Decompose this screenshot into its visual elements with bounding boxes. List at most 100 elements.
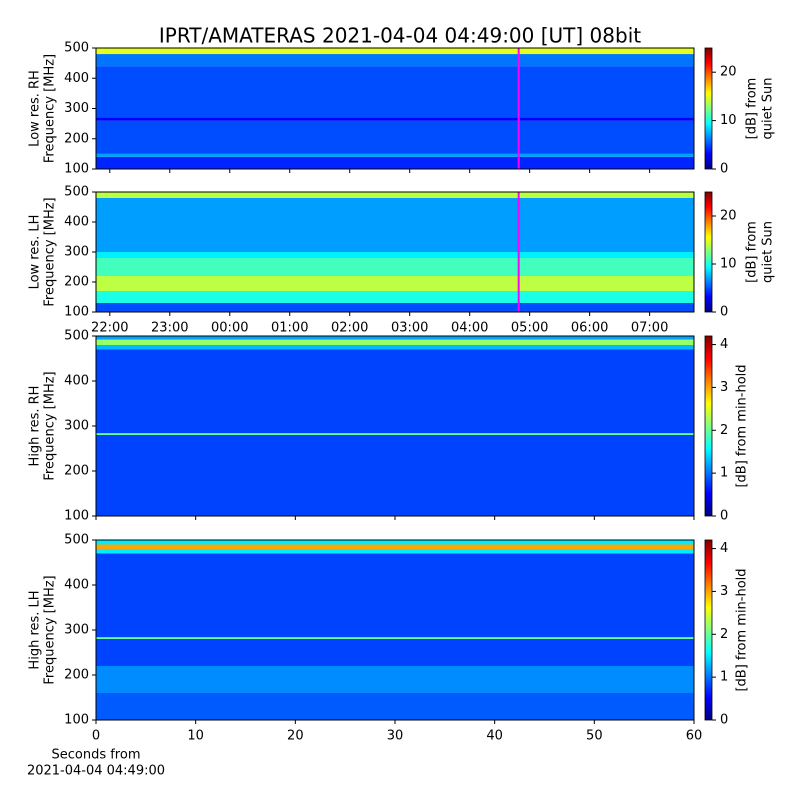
x-tick-label: 00:00 <box>211 321 248 336</box>
y-axis-label: Frequency [MHz] <box>43 575 58 684</box>
colorbar-tick-label: 4 <box>720 541 728 556</box>
colorbar-tick-label: 2 <box>720 423 728 438</box>
spectrum-band <box>96 303 694 312</box>
spectrum-band <box>96 553 694 638</box>
colorbar-tick-label: 0 <box>720 713 728 728</box>
y-axis-label: Frequency [MHz] <box>43 54 58 163</box>
x-tick-label: 60 <box>686 729 703 744</box>
x-tick-label: 40 <box>486 729 503 744</box>
y-axis-label: Low res. RH <box>28 70 43 147</box>
x-axis-label: Seconds from <box>51 748 140 763</box>
x-tick-label: 02:00 <box>331 321 368 336</box>
spectrum-band <box>96 153 694 157</box>
y-tick-label: 400 <box>64 578 89 593</box>
x-tick-label: 50 <box>586 729 603 744</box>
x-tick-label: 03:00 <box>391 321 428 336</box>
spectrum-band <box>96 276 694 291</box>
spectrum-band <box>96 117 694 121</box>
x-axis-label: 2021-04-04 04:49:00 <box>27 764 165 779</box>
colorbar-tick-label: 0 <box>720 509 728 524</box>
y-tick-label: 100 <box>64 713 89 728</box>
y-tick-label: 100 <box>64 162 89 177</box>
spectrum-band <box>96 54 694 67</box>
colorbar-tick-label: 20 <box>720 209 737 224</box>
spectrum-band <box>96 192 694 198</box>
y-axis-label: Low res. LH <box>28 215 43 290</box>
y-axis-label: High res. RH <box>28 386 43 467</box>
y-tick-label: 200 <box>64 668 89 683</box>
colorbar <box>704 47 713 170</box>
y-axis-label: Frequency [MHz] <box>43 197 58 306</box>
x-tick-label: 10 <box>187 729 204 744</box>
x-tick-label: 30 <box>387 729 404 744</box>
spectrum-band <box>96 234 694 252</box>
colorbar-tick-label: 4 <box>720 337 728 352</box>
x-tick-label: 23:00 <box>151 321 188 336</box>
spectrum-band <box>96 666 694 693</box>
x-tick-label: 22:00 <box>91 321 128 336</box>
y-tick-label: 400 <box>64 71 89 86</box>
colorbar-tick-label: 1 <box>720 466 728 481</box>
colorbar-tick-label: 3 <box>720 584 728 599</box>
spectrum-band <box>96 339 694 345</box>
y-tick-label: 300 <box>64 419 89 434</box>
y-tick-label: 300 <box>64 623 89 638</box>
x-tick-label: 01:00 <box>271 321 308 336</box>
y-tick-label: 300 <box>64 101 89 116</box>
colorbar-label: [dB] from min-hold <box>735 364 750 487</box>
x-tick-label: 0 <box>92 729 100 744</box>
colorbar-label: quiet Sun <box>761 221 776 283</box>
spectrum-band <box>96 156 694 169</box>
spectrum-band <box>96 637 694 639</box>
spectrum-band <box>96 252 694 258</box>
colorbar <box>704 335 713 517</box>
colorbar-tick-label: 1 <box>720 670 728 685</box>
spectrum-band <box>96 120 694 154</box>
spectrum-band <box>96 198 694 234</box>
y-tick-label: 100 <box>64 305 89 320</box>
y-tick-label: 500 <box>64 533 89 548</box>
y-tick-label: 500 <box>64 185 89 200</box>
spectrum-band <box>96 345 694 350</box>
spectrum-band <box>96 693 694 720</box>
spectrum-band <box>96 349 694 434</box>
spectrum-band <box>96 336 694 340</box>
x-tick-label: 05:00 <box>511 321 548 336</box>
y-tick-label: 500 <box>64 41 89 56</box>
colorbar-tick-label: 10 <box>720 113 737 128</box>
spectrum-band <box>96 435 694 516</box>
spectrum-band <box>96 544 694 549</box>
y-tick-label: 500 <box>64 329 89 344</box>
x-tick-label: 04:00 <box>451 321 488 336</box>
spectrum-band <box>96 639 694 666</box>
spectrum-band <box>96 258 694 276</box>
colorbar-label: [dB] from min-hold <box>735 568 750 691</box>
colorbar <box>704 539 713 721</box>
y-tick-label: 200 <box>64 464 89 479</box>
colorbar-label: quiet Sun <box>761 77 776 139</box>
y-tick-label: 200 <box>64 131 89 146</box>
colorbar-tick-label: 3 <box>720 380 728 395</box>
figure-title: IPRT/AMATERAS 2021-04-04 04:49:00 [UT] 0… <box>159 24 641 48</box>
spectrum-band <box>96 540 694 545</box>
spectrum-band <box>96 291 694 303</box>
colorbar-tick-label: 20 <box>720 65 737 80</box>
colorbar-tick-label: 0 <box>720 162 728 177</box>
x-tick-label: 06:00 <box>571 321 608 336</box>
y-tick-label: 400 <box>64 215 89 230</box>
colorbar-tick-label: 2 <box>720 627 728 642</box>
y-tick-label: 200 <box>64 275 89 290</box>
colorbar-tick-label: 10 <box>720 257 737 272</box>
colorbar <box>704 191 713 313</box>
colorbar-label: [dB] from <box>745 78 760 140</box>
colorbar-label: [dB] from <box>745 221 760 283</box>
y-axis-label: Frequency [MHz] <box>43 371 58 480</box>
spectrum-band <box>96 66 694 118</box>
y-tick-label: 400 <box>64 374 89 389</box>
x-tick-label: 07:00 <box>631 321 668 336</box>
y-tick-label: 100 <box>64 509 89 524</box>
y-axis-label: High res. LH <box>28 590 43 669</box>
spectrum-band <box>96 549 694 554</box>
spectrum-band <box>96 433 694 435</box>
